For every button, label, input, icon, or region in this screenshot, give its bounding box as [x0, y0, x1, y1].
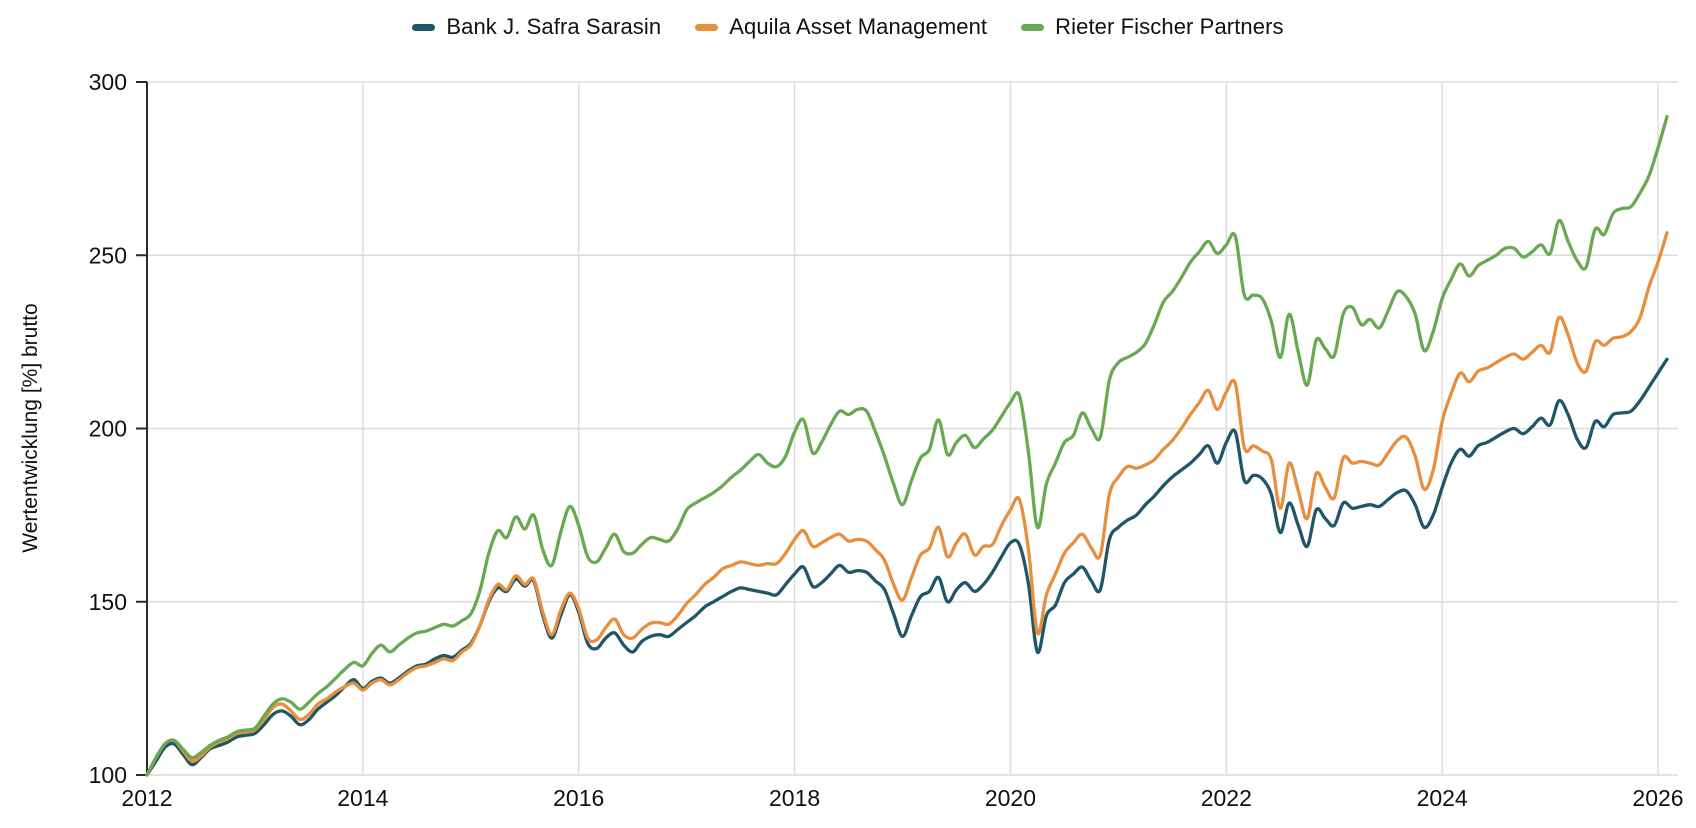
- legend-label: Aquila Asset Management: [729, 14, 988, 39]
- legend-dash-icon: [1021, 23, 1045, 31]
- series-line-bank-j-safra-sarasin: [145, 357, 1669, 777]
- y-tick-label-150: 150: [89, 589, 127, 615]
- x-tick-label-2012: 2012: [121, 785, 172, 811]
- legend-label: Rieter Fischer Partners: [1055, 14, 1284, 39]
- x-tick-label-2014: 2014: [337, 785, 388, 811]
- series-line-aquila-asset-management: [145, 231, 1669, 777]
- legend-dash-icon: [695, 23, 719, 31]
- x-tick-label-2016: 2016: [553, 785, 604, 811]
- chart-legend: Bank J. Safra Sarasin Aquila Asset Manag…: [0, 14, 1696, 40]
- x-tick-label-2022: 2022: [1201, 785, 1252, 811]
- x-tick-label-2018: 2018: [769, 785, 820, 811]
- y-tick-label-250: 250: [89, 242, 127, 268]
- legend-item-bank-j-safra-sarasin[interactable]: Bank J. Safra Sarasin: [412, 14, 661, 40]
- legend-item-rieter-fischer-partners[interactable]: Rieter Fischer Partners: [1021, 14, 1284, 40]
- x-tick-label-2020: 2020: [985, 785, 1036, 811]
- legend-label: Bank J. Safra Sarasin: [446, 14, 662, 39]
- x-tick-label-2024: 2024: [1417, 785, 1468, 811]
- series-line-rieter-fischer-partners: [145, 114, 1669, 777]
- y-tick-label-100: 100: [89, 762, 127, 788]
- legend-item-aquila-asset-management[interactable]: Aquila Asset Management: [695, 14, 987, 40]
- y-tick-label-200: 200: [89, 416, 127, 442]
- x-tick-label-2026: 2026: [1632, 785, 1683, 811]
- legend-dash-icon: [412, 23, 436, 31]
- y-axis-title: Wertentwicklung [%] brutto: [19, 303, 42, 553]
- y-tick-label-300: 300: [89, 69, 127, 95]
